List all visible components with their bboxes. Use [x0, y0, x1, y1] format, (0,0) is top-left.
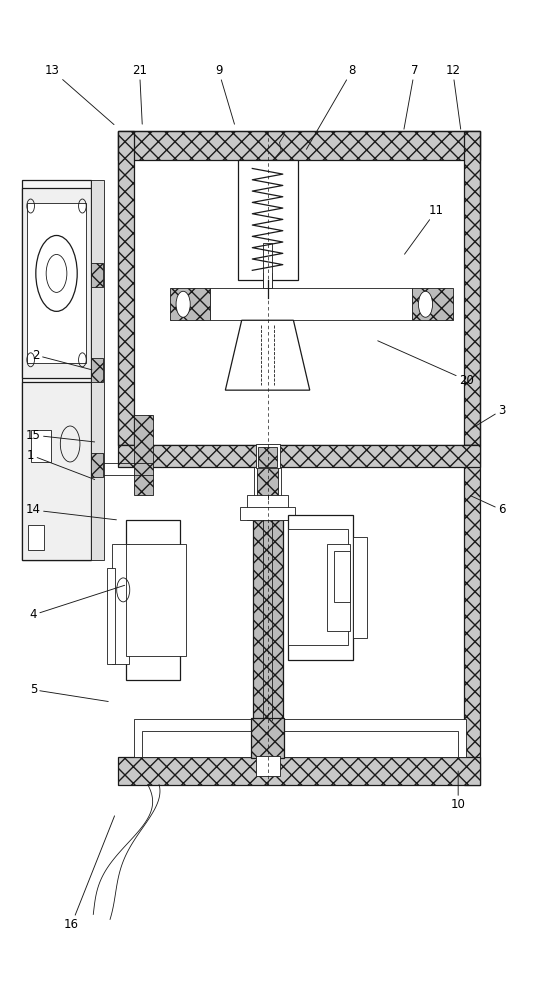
Bar [251, 718, 284, 758]
Bar [91, 453, 103, 477]
Bar [118, 757, 480, 785]
Bar [22, 382, 91, 560]
Bar [126, 520, 180, 680]
Bar [288, 529, 348, 645]
Bar [263, 243, 272, 288]
Bar [118, 131, 134, 445]
Text: 15: 15 [26, 429, 94, 442]
Bar [353, 537, 367, 638]
Text: 8: 8 [306, 64, 355, 149]
Bar [31, 430, 51, 462]
Bar [134, 719, 466, 757]
Text: 7: 7 [404, 64, 418, 129]
Bar [238, 160, 298, 280]
Bar [22, 188, 91, 378]
Text: 11: 11 [405, 204, 444, 254]
Bar [210, 288, 412, 320]
Bar [27, 203, 86, 363]
Text: 3: 3 [470, 404, 506, 429]
Bar [261, 296, 274, 318]
Text: 6: 6 [470, 496, 506, 516]
Bar [327, 544, 350, 631]
Bar [91, 358, 103, 382]
Bar [256, 756, 280, 776]
Bar [118, 445, 480, 467]
Text: 21: 21 [132, 64, 147, 124]
Bar [126, 544, 186, 656]
Bar [288, 515, 353, 660]
Bar [132, 576, 175, 624]
Circle shape [176, 291, 190, 317]
Bar [247, 495, 288, 520]
Bar [169, 288, 210, 320]
Bar [256, 444, 280, 468]
Text: 9: 9 [215, 64, 234, 124]
Bar [263, 273, 272, 298]
Bar [134, 415, 153, 495]
Bar [28, 525, 44, 550]
Text: 4: 4 [29, 585, 124, 621]
Bar [253, 520, 282, 720]
Bar [118, 131, 480, 160]
Text: 16: 16 [64, 816, 115, 931]
Text: 20: 20 [378, 341, 474, 387]
Bar [91, 263, 103, 287]
Text: 13: 13 [45, 64, 114, 125]
Polygon shape [225, 320, 310, 390]
Bar [107, 568, 115, 664]
Bar [91, 180, 104, 560]
Text: 10: 10 [451, 771, 466, 811]
Bar [258, 447, 277, 467]
Bar [464, 131, 480, 445]
Bar [254, 467, 281, 499]
Circle shape [418, 291, 432, 317]
Bar [143, 731, 458, 757]
Text: 2: 2 [32, 349, 92, 370]
Text: 5: 5 [29, 683, 108, 702]
Bar [112, 544, 129, 664]
Text: 1: 1 [27, 449, 94, 480]
Text: 14: 14 [26, 503, 116, 520]
Text: 12: 12 [445, 64, 461, 129]
Bar [464, 445, 480, 785]
Bar [118, 131, 480, 445]
Bar [240, 507, 295, 520]
Bar [22, 180, 91, 560]
Bar [334, 551, 350, 602]
Bar [257, 467, 278, 499]
Bar [412, 288, 453, 320]
